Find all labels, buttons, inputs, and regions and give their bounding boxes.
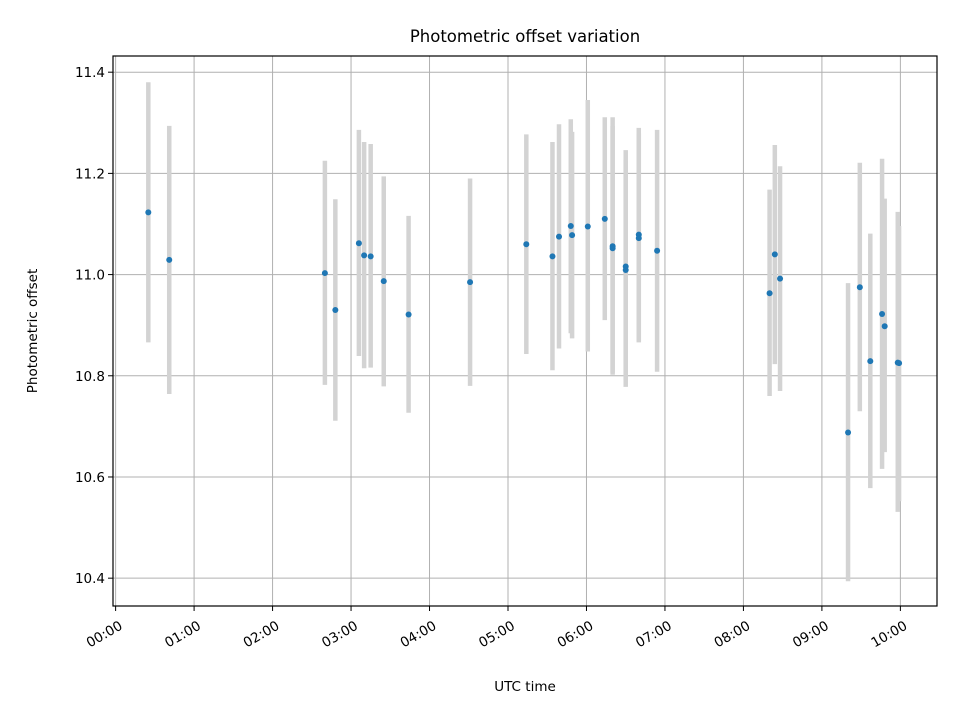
data-point [601, 215, 608, 222]
x-tick-label: 01:00 [162, 618, 204, 651]
x-tick-label: 09:00 [790, 618, 832, 651]
data-point [867, 358, 874, 365]
data-point [355, 240, 362, 247]
y-tick-label: 10.8 [75, 369, 105, 385]
data-point [635, 235, 642, 242]
data-point [321, 270, 328, 277]
x-tick-label: 04:00 [398, 618, 440, 651]
data-point [879, 311, 886, 318]
data-point [467, 279, 474, 286]
axis-ticks: 00:00 01:00 02:00 03:00 04:00 05:00 06:00 07:00… [75, 65, 910, 651]
data-point [856, 284, 863, 291]
data-point [896, 360, 903, 367]
x-tick-label: 00:00 [84, 618, 126, 651]
plot-frame [112, 55, 938, 607]
x-tick-label: 03:00 [319, 618, 361, 651]
x-axis-label: UTC time [494, 679, 556, 695]
data-point [405, 311, 412, 318]
data-point [145, 209, 152, 216]
data-point [766, 290, 773, 297]
data-point [569, 232, 576, 239]
x-tick-label: 05:00 [476, 618, 518, 651]
data-point [567, 223, 574, 230]
data-point [622, 267, 629, 274]
chart-title: Photometric offset variation [410, 27, 640, 46]
data-point [609, 245, 616, 252]
y-tick-label: 10.6 [75, 470, 105, 486]
y-tick-label: 11.0 [75, 268, 105, 284]
data-point [380, 278, 387, 285]
y-axis-label: Photometric offset [25, 269, 41, 393]
x-tick-label: 02:00 [241, 618, 283, 651]
data-point [361, 252, 368, 259]
y-tick-label: 11.4 [75, 65, 105, 81]
data-point [845, 429, 852, 436]
x-tick-label: 06:00 [555, 618, 597, 651]
data-point [881, 323, 888, 330]
y-tick-label: 10.4 [75, 571, 105, 587]
error-bars [146, 82, 902, 582]
data-point [549, 253, 556, 260]
x-tick-label: 07:00 [633, 618, 675, 651]
x-tick-label: 10:00 [868, 618, 910, 651]
data-points [145, 209, 903, 436]
data-point [523, 241, 530, 248]
grid [113, 56, 937, 606]
data-point [367, 253, 374, 260]
data-point [332, 307, 339, 314]
data-point [771, 251, 778, 258]
data-point [166, 256, 173, 263]
data-point [654, 247, 661, 254]
data-point [584, 223, 591, 230]
x-tick-label: 08:00 [712, 618, 754, 651]
data-point [777, 275, 784, 282]
y-tick-label: 11.2 [75, 166, 105, 182]
data-point [556, 233, 563, 240]
